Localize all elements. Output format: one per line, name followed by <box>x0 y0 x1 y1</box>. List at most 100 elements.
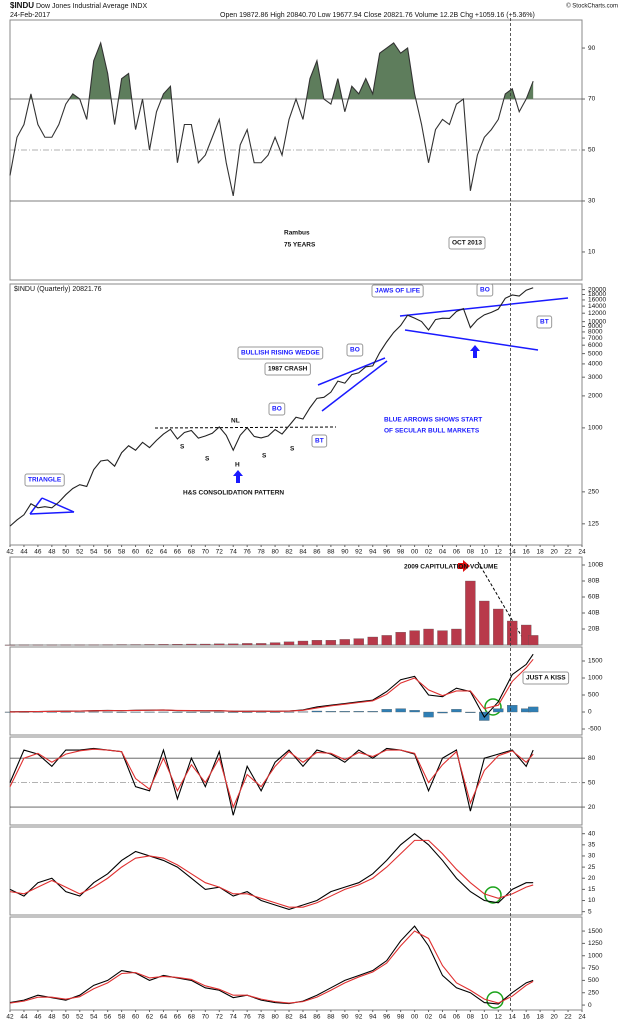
y-tick-label: 1500 <box>588 928 603 935</box>
bar <box>74 711 85 713</box>
bar <box>60 644 71 646</box>
bar <box>437 711 448 714</box>
x-tick-label: 10 <box>481 549 489 556</box>
bar <box>130 711 141 713</box>
bar <box>186 711 197 713</box>
annotation-box <box>264 362 311 376</box>
x-tick-label: 42 <box>6 1014 14 1021</box>
x-tick-label: 08 <box>467 1014 475 1021</box>
x-tick-label: 76 <box>244 1014 252 1021</box>
arrow <box>458 560 470 572</box>
bar <box>255 643 267 646</box>
x-tick-label: 60 <box>132 549 140 556</box>
bar <box>283 641 295 646</box>
y-tick-label: 10000 <box>588 318 606 325</box>
panel-frame <box>9 283 583 546</box>
bar <box>102 644 113 646</box>
y-tick-label: 90 <box>588 45 596 52</box>
x-tick-label: 86 <box>313 549 321 556</box>
bar <box>507 705 518 713</box>
bar <box>339 711 350 713</box>
y-tick-label: 500 <box>588 692 599 699</box>
x-tick-label: 58 <box>118 1014 126 1021</box>
bar <box>269 711 281 713</box>
bar <box>283 711 295 713</box>
y-tick-label: 40 <box>588 830 596 837</box>
panel-frame <box>9 916 583 1011</box>
x-tick-label: 90 <box>341 1014 349 1021</box>
annotation: BULLISH RISING WEDGE <box>241 350 320 357</box>
annotation: BO <box>480 287 490 294</box>
annotation: BO <box>272 406 282 413</box>
y-tick-label: 10 <box>588 249 596 256</box>
y-tick-label: 18000 <box>588 291 606 298</box>
annotation: BT <box>540 319 549 326</box>
bar <box>32 644 44 646</box>
annotation: S <box>290 446 295 453</box>
annotation: 1987 CRASH <box>268 366 308 373</box>
annotation-box <box>311 434 328 448</box>
y-tick-label: 30 <box>588 198 596 205</box>
x-tick-label: 62 <box>146 1014 154 1021</box>
x-tick-label: 96 <box>383 1014 391 1021</box>
overbought-fill <box>10 42 534 100</box>
bar <box>297 640 309 646</box>
y-tick-label: 250 <box>588 989 599 996</box>
annotation-box <box>522 671 570 685</box>
annotation-box <box>237 346 324 360</box>
annotation: H <box>235 462 240 469</box>
bar <box>395 708 406 713</box>
x-tick-label: 52 <box>76 1014 84 1021</box>
x-tick-label: 06 <box>453 1014 461 1021</box>
y-tick-label: 10 <box>588 897 596 904</box>
x-tick-label: 22 <box>564 1014 572 1021</box>
x-tick-label: 04 <box>439 1014 447 1021</box>
y-tick-label: 250 <box>588 489 599 496</box>
bar <box>353 711 364 713</box>
x-tick-label: 50 <box>62 1014 70 1021</box>
bar <box>311 640 323 646</box>
y-tick-label: 15 <box>588 886 596 893</box>
symbol: $INDU <box>10 1 34 10</box>
x-tick-label: 66 <box>174 549 182 556</box>
x-tick-label: 18 <box>537 549 545 556</box>
bar <box>493 608 504 646</box>
y-tick-label: 0 <box>588 1002 592 1009</box>
x-tick-label: 64 <box>160 549 168 556</box>
bar <box>381 635 392 646</box>
bar <box>507 620 518 646</box>
y-tick-label: 7000 <box>588 335 603 342</box>
x-tick-label: 78 <box>258 1014 266 1021</box>
bar <box>465 580 476 646</box>
x-tick-label: 02 <box>425 1014 433 1021</box>
highlight-circle <box>486 991 504 1009</box>
y-tick-label: 20000 <box>588 286 606 293</box>
x-tick-label: 88 <box>327 549 335 556</box>
x-tick-label: 90 <box>341 549 349 556</box>
x-tick-label: 68 <box>188 1014 196 1021</box>
bar <box>200 643 211 646</box>
bar <box>423 628 434 646</box>
date: 24-Feb-2017 <box>10 12 50 19</box>
bar <box>297 711 309 713</box>
y-tick-label: 35 <box>588 842 596 849</box>
x-tick-label: 80 <box>271 1014 279 1021</box>
series-line <box>9 925 534 1005</box>
y-tick-label: 5000 <box>588 350 603 357</box>
bar <box>46 644 58 646</box>
trend-line <box>41 497 75 513</box>
bar <box>144 644 155 646</box>
annotation: S <box>262 453 267 460</box>
highlight-circle <box>484 886 502 904</box>
annotation: OCT 2013 <box>452 240 482 247</box>
x-tick-label: 52 <box>76 549 84 556</box>
y-tick-label: 1250 <box>588 940 603 947</box>
x-tick-label: 14 <box>509 1014 517 1021</box>
arrow <box>470 345 480 358</box>
y-tick-label: 3000 <box>588 374 603 381</box>
bar <box>242 711 253 713</box>
bar <box>158 711 169 713</box>
y-tick-label: 14000 <box>588 303 606 310</box>
x-tick-label: 84 <box>299 549 307 556</box>
bar <box>130 644 141 646</box>
